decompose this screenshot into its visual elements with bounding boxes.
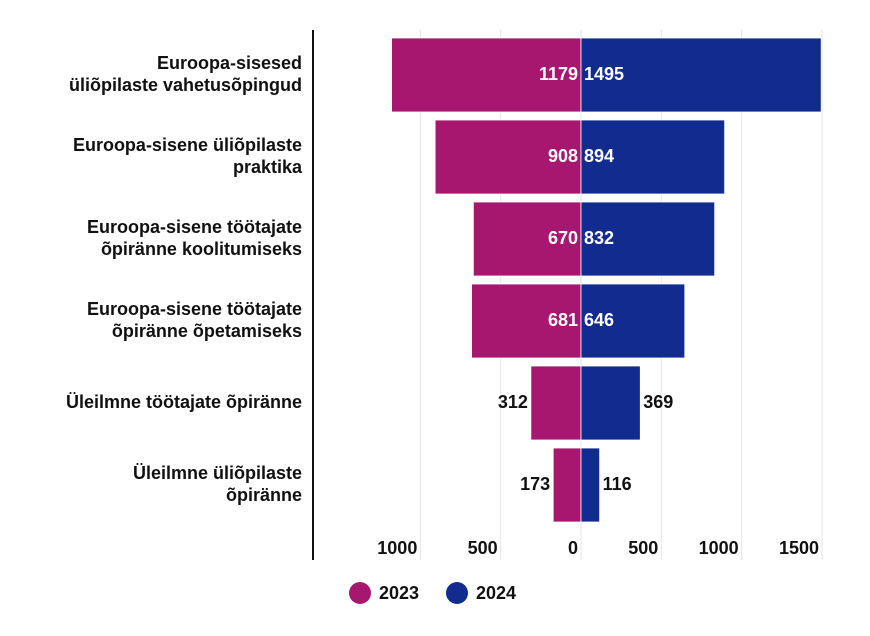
value-label: 894 xyxy=(584,146,614,166)
bar xyxy=(580,447,601,523)
category-label: Euroopa-sisene üliõpilaste praktika xyxy=(73,135,303,177)
value-label: 670 xyxy=(548,228,578,248)
value-label: 908 xyxy=(548,146,578,166)
legend-marker xyxy=(446,582,468,604)
value-label: 646 xyxy=(584,310,614,330)
category-line: õpiränne koolitumiseks xyxy=(101,239,302,259)
category-line: Euroopa-sisesed xyxy=(157,53,302,73)
x-tick-label: 0 xyxy=(568,538,578,558)
value-label: 369 xyxy=(643,392,673,412)
category-label: Üleilmne üliõpilaste õpiränne xyxy=(133,463,302,505)
category-line: Euroopa-sisene töötajate xyxy=(87,299,302,319)
value-label: 1495 xyxy=(584,64,624,84)
category-label: Euroopa-sisesed üliõpilaste vahetusõpingu… xyxy=(69,53,302,95)
bar xyxy=(552,447,582,523)
bar xyxy=(580,37,822,113)
category-label: Euroopa-sisene töötajate õpiränne koolitu… xyxy=(87,217,302,259)
bar xyxy=(434,119,582,195)
x-tick-label: 1500 xyxy=(779,538,819,558)
value-label: 1179 xyxy=(539,64,578,84)
value-label: 173 xyxy=(520,474,550,494)
category-line: Euroopa-sisene töötajate xyxy=(87,217,302,237)
category-line: õpiränne õpetamiseks xyxy=(112,321,302,341)
bar xyxy=(472,201,582,277)
category-line: Üleilmne töötajate õpiränne xyxy=(66,392,302,412)
value-label: 681 xyxy=(548,310,578,330)
category-line: Üleilmne üliõpilaste xyxy=(133,463,302,483)
x-tick-label: 1000 xyxy=(699,538,739,558)
legend-marker xyxy=(349,582,371,604)
x-tick-label: 1000 xyxy=(377,538,417,558)
value-label: 116 xyxy=(603,474,632,494)
bar xyxy=(580,119,726,195)
category-label: Üleilmne töötajate õpiränne xyxy=(66,392,302,412)
x-tick-label: 500 xyxy=(628,538,658,558)
legend-label: 2023 xyxy=(379,583,419,603)
bar xyxy=(530,365,582,441)
category-line: õpiränne xyxy=(226,485,302,505)
bar xyxy=(580,365,641,441)
x-tick-label: 500 xyxy=(468,538,498,558)
category-line: Euroopa-sisene üliõpilaste xyxy=(73,135,302,155)
value-label: 312 xyxy=(498,392,528,412)
bar xyxy=(580,283,686,359)
value-label: 832 xyxy=(584,228,614,248)
bar xyxy=(580,201,716,277)
category-label: Euroopa-sisene töötajate õpiränne õpetami… xyxy=(87,299,302,341)
category-line: üliõpilaste vahetusõpingud xyxy=(69,75,302,95)
legend-label: 2024 xyxy=(476,583,516,603)
bar xyxy=(391,37,582,113)
category-line: praktika xyxy=(233,157,303,177)
